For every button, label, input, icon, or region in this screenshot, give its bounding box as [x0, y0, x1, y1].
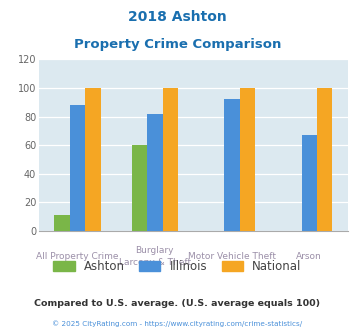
Bar	[70, 105, 86, 231]
Bar	[132, 145, 147, 231]
Bar	[240, 88, 255, 231]
Text: Property Crime Comparison: Property Crime Comparison	[74, 38, 281, 51]
Text: Motor Vehicle Theft: Motor Vehicle Theft	[188, 252, 276, 261]
Bar	[86, 88, 101, 231]
Bar	[224, 99, 240, 231]
Text: 2018 Ashton: 2018 Ashton	[128, 10, 227, 24]
Text: All Property Crime: All Property Crime	[37, 252, 119, 261]
Text: Larceny & Theft: Larceny & Theft	[119, 258, 191, 267]
Text: © 2025 CityRating.com - https://www.cityrating.com/crime-statistics/: © 2025 CityRating.com - https://www.city…	[53, 321, 302, 327]
Bar	[317, 88, 332, 231]
Bar	[163, 88, 178, 231]
Text: Burglary: Burglary	[136, 246, 174, 255]
Bar	[302, 135, 317, 231]
Text: Arson: Arson	[296, 252, 322, 261]
Text: Compared to U.S. average. (U.S. average equals 100): Compared to U.S. average. (U.S. average …	[34, 299, 321, 308]
Bar	[147, 114, 163, 231]
Bar	[55, 215, 70, 231]
Legend: Ashton, Illinois, National: Ashton, Illinois, National	[53, 260, 302, 273]
